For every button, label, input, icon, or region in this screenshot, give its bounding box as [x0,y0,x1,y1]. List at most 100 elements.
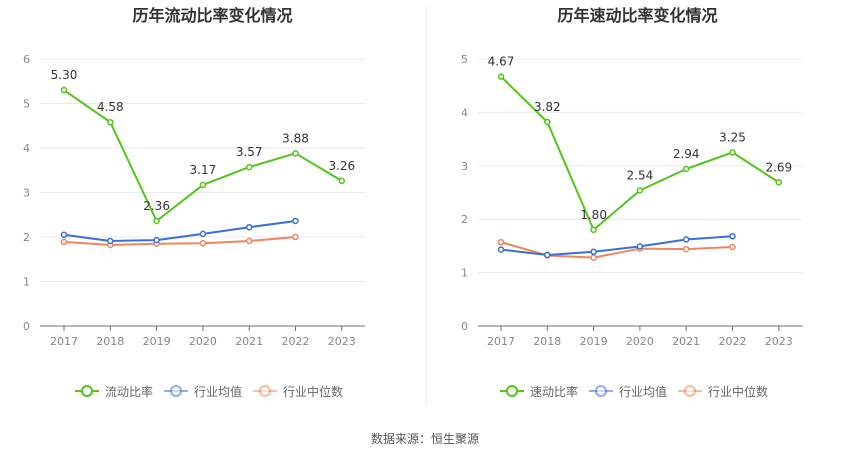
y-tick-label: 4 [23,142,30,155]
legend-item-industry-average[interactable]: 行业均值 [588,383,667,399]
data-label: 1.80 [580,208,607,222]
x-tick-label: 2019 [580,335,608,348]
panel-divider [426,6,427,406]
y-tick-label: 4 [461,106,468,119]
data-point[interactable] [729,233,736,240]
y-tick-label: 1 [23,276,30,289]
data-label: 3.88 [282,131,309,145]
data-point[interactable] [292,233,299,241]
data-point[interactable] [107,237,114,245]
x-tick-label: 2020 [189,335,217,348]
y-tick-label: 2 [461,213,468,226]
data-label: 4.67 [488,55,515,69]
data-point[interactable] [153,217,160,225]
chart-title: 历年流动比率变化情况 [132,6,293,25]
y-tick-label: 0 [23,320,30,333]
current-ratio-chart: 0 1 2 3 4 5 6 2017 2018 2019 2020 2021 2022 2023 5.30 4… [23,53,365,348]
data-label: 3.26 [328,159,355,173]
data-point[interactable] [199,239,207,247]
data-point[interactable] [729,149,736,156]
data-label: 3.17 [190,163,217,177]
data-point[interactable] [544,251,551,259]
data-point[interactable] [729,243,736,251]
legend-item-industry-average[interactable]: 行业均值 [163,383,242,399]
legend-item-main[interactable]: 流动比率 [74,383,153,399]
legend-line-icon [253,385,277,397]
data-point[interactable] [544,118,551,126]
data-point[interactable] [636,243,644,250]
data-point[interactable] [590,248,597,256]
y-tick-label: 3 [23,187,30,200]
series-line-industry-median [63,236,296,246]
legend-label: 行业中位数 [708,384,769,399]
data-point[interactable] [338,177,346,185]
data-point[interactable] [60,238,68,246]
legend-item-industry-median[interactable]: 行业中位数 [677,383,768,399]
data-label: 3.25 [719,130,746,144]
data-point[interactable] [199,181,207,189]
quick-ratio-chart-panel: 历年速动比率变化情况 0 1 2 3 4 5 2017 2018 2019 2020 2021 202… [425,0,850,410]
data-point[interactable] [245,237,253,245]
y-tick-label: 2 [23,231,30,244]
data-label: 3.82 [534,100,561,114]
data-point[interactable] [682,236,690,243]
data-point[interactable] [60,86,68,94]
legend-line-icon [75,385,99,397]
x-tick-label: 2021 [672,335,700,348]
data-label: 2.69 [765,160,792,174]
x-tick-label: 2022 [719,335,747,348]
data-point[interactable] [245,223,253,231]
legend-line-icon [500,385,524,397]
data-point[interactable] [775,179,783,186]
chart-legend: 速动比率 行业均值 行业中位数 [425,383,850,399]
data-label: 2.54 [627,168,654,182]
y-tick-label: 5 [23,98,30,111]
y-tick-label: 1 [461,267,468,280]
data-point[interactable] [497,73,505,80]
data-point[interactable] [497,238,505,246]
data-point[interactable] [153,236,160,244]
data-label: 4.58 [97,100,124,114]
quick-ratio-chart: 0 1 2 3 4 5 2017 2018 2019 2020 2021 2022 2023 4.67 3.… [461,53,803,348]
legend-label: 流动比率 [105,384,154,399]
data-point[interactable] [590,226,597,234]
x-tick-label: 2019 [143,335,171,348]
x-tick-label: 2020 [626,335,654,348]
x-tick-label: 2023 [328,335,356,348]
x-tick-label: 2018 [96,335,124,348]
legend-item-industry-median[interactable]: 行业中位数 [252,383,343,399]
data-point[interactable] [199,230,207,238]
data-point[interactable] [292,150,299,157]
chart-title: 历年速动比率变化情况 [557,6,718,25]
data-label: 2.36 [143,199,170,213]
x-tick-label: 2017 [487,335,515,348]
legend-label: 行业中位数 [283,384,344,399]
data-point[interactable] [60,231,68,239]
x-tick-label: 2018 [533,335,561,348]
y-tick-label: 5 [461,53,468,66]
legend-label: 速动比率 [530,384,579,399]
series-line-industry-average [63,220,296,242]
legend-line-icon [589,385,613,397]
data-point[interactable] [682,245,690,253]
legend-label: 行业均值 [619,384,668,399]
x-tick-label: 2017 [50,335,78,348]
data-source-note: 数据来源：恒生聚源 [370,432,479,446]
x-tick-label: 2021 [235,335,263,348]
data-point[interactable] [245,163,253,171]
legend-item-main[interactable]: 速动比率 [499,383,578,399]
data-point[interactable] [590,254,597,261]
data-point[interactable] [636,187,644,194]
data-point[interactable] [292,217,299,225]
data-label: 3.57 [236,145,263,159]
x-tick-label: 2023 [765,335,793,348]
data-point[interactable] [497,246,505,253]
y-tick-label: 6 [23,53,30,66]
data-point[interactable] [682,165,690,173]
data-point[interactable] [107,118,114,126]
y-tick-label: 3 [461,160,468,173]
data-label: 2.94 [673,147,700,161]
legend-line-icon [164,385,188,397]
y-tick-label: 0 [461,320,468,333]
series-line-industry-average [500,235,733,256]
